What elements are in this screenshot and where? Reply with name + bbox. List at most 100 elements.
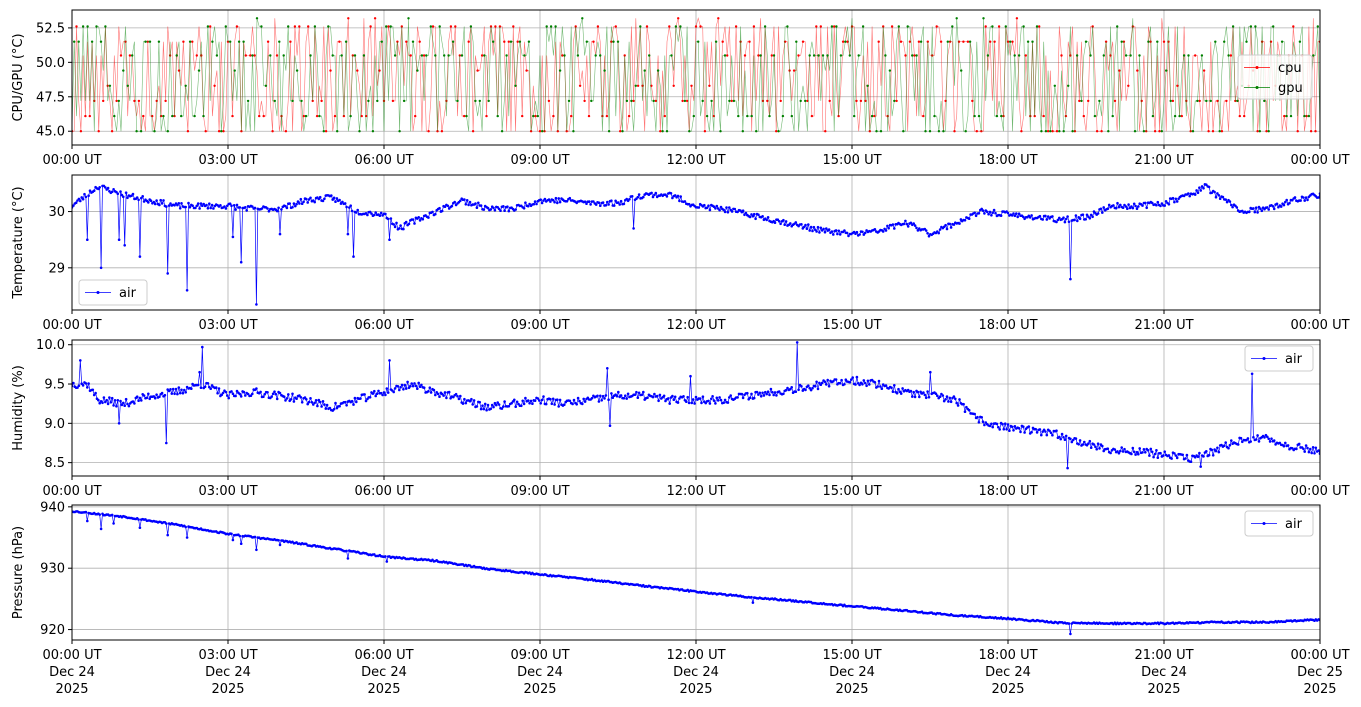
data-point-gpu	[1227, 54, 1230, 57]
data-point-cpu	[405, 40, 408, 43]
data-point-cpu	[378, 69, 381, 72]
data-point-air	[477, 201, 480, 205]
data-point-air	[924, 229, 928, 232]
data-point-air	[1101, 444, 1104, 448]
data-point-air	[1113, 448, 1117, 451]
series-markers-air	[72, 341, 1320, 470]
data-point-air	[224, 207, 228, 210]
data-point-gpu	[986, 54, 990, 57]
data-point-cpu	[258, 114, 261, 118]
data-point-air	[526, 204, 530, 208]
data-point-air	[1126, 207, 1129, 210]
data-point-air	[514, 405, 517, 409]
data-point-air	[876, 385, 879, 388]
data-point-air	[470, 397, 473, 401]
data-point-air	[604, 204, 608, 207]
data-point-air	[145, 396, 149, 400]
data-point-cpu	[895, 99, 898, 103]
x-tick-label: 09:00 UT Dec 24 2025	[510, 648, 569, 697]
data-point-air	[1134, 204, 1137, 208]
data-point-gpu	[835, 25, 838, 28]
data-point-air	[535, 202, 538, 206]
data-point-gpu	[777, 130, 780, 133]
data-point-gpu	[95, 25, 98, 28]
data-point-gpu	[1156, 40, 1159, 43]
data-point-air	[338, 198, 341, 202]
x-tick-label: 21:00 UT Dec 24 2025	[1134, 648, 1193, 697]
data-point-air	[396, 385, 400, 388]
data-point-air	[858, 233, 861, 236]
data-point-cpu	[993, 40, 996, 43]
data-point-gpu	[215, 54, 219, 57]
y-tick-label: 30	[48, 205, 65, 220]
data-point-cpu	[115, 99, 118, 103]
data-point-cpu	[275, 54, 279, 57]
data-point-gpu	[558, 69, 562, 72]
data-point-air	[245, 209, 248, 212]
data-point-air	[1092, 443, 1096, 446]
data-point-air	[275, 397, 279, 401]
series-group	[72, 341, 1320, 470]
data-point-air	[368, 396, 372, 399]
data-point-air	[814, 228, 817, 231]
data-point-gpu	[398, 130, 401, 133]
data-point-air	[637, 193, 641, 196]
y-axis-label: Pressure (hPa)	[11, 526, 26, 619]
data-point-air	[1028, 216, 1032, 219]
data-point-air	[84, 510, 88, 514]
data-point-air	[893, 384, 896, 387]
data-point-air	[956, 404, 960, 407]
data-point-air	[306, 402, 310, 406]
data-point-air	[1266, 435, 1269, 439]
data-point-air	[726, 401, 730, 404]
data-point-air	[615, 394, 619, 398]
data-point-air	[1317, 449, 1320, 452]
data-point-air	[234, 208, 237, 211]
data-point-air	[687, 401, 691, 405]
data-point-gpu	[282, 54, 285, 57]
data-point-air	[259, 390, 262, 394]
data-point-air	[209, 206, 212, 210]
data-point-air	[980, 416, 983, 419]
data-point-gpu	[206, 25, 210, 28]
data-point-air	[1116, 201, 1119, 205]
data-point-gpu	[1254, 25, 1257, 28]
data-point-air	[1156, 456, 1160, 460]
data-point-air	[701, 395, 705, 399]
data-point-air	[1063, 220, 1067, 224]
data-point-cpu	[1180, 114, 1184, 118]
data-point-air	[334, 401, 337, 405]
data-point-air	[194, 206, 197, 210]
data-point-air	[926, 232, 929, 235]
data-point-air	[177, 202, 181, 205]
data-point-air	[459, 199, 462, 203]
data-point-air	[1089, 446, 1093, 450]
data-point-cpu	[815, 25, 818, 28]
data-point-air	[163, 393, 167, 397]
data-point-air	[651, 195, 655, 199]
data-point-air	[862, 379, 866, 382]
legend-marker-gpu	[1255, 86, 1259, 89]
data-point-air	[832, 233, 835, 236]
data-point-air	[809, 388, 813, 392]
data-point-air	[386, 217, 390, 221]
data-point-gpu	[1133, 130, 1137, 133]
data-point-cpu	[904, 54, 907, 57]
data-point-air	[235, 203, 239, 207]
data-point-air	[1272, 207, 1276, 211]
data-point-air	[212, 207, 215, 210]
data-point-air	[98, 186, 101, 189]
data-point-air	[1051, 215, 1054, 218]
data-point-cpu	[110, 130, 114, 133]
data-point-air	[1200, 185, 1204, 188]
data-point-cpu	[204, 130, 207, 133]
x-tick-label: 09:00 UT	[510, 153, 569, 168]
data-point-gpu	[393, 54, 397, 57]
data-point-air	[507, 209, 511, 213]
data-point-air	[1141, 204, 1144, 207]
data-point-air	[948, 396, 952, 400]
data-point-air	[572, 398, 576, 402]
data-point-cpu	[828, 99, 831, 103]
data-point-air	[624, 394, 627, 398]
data-point-air	[1189, 460, 1193, 464]
